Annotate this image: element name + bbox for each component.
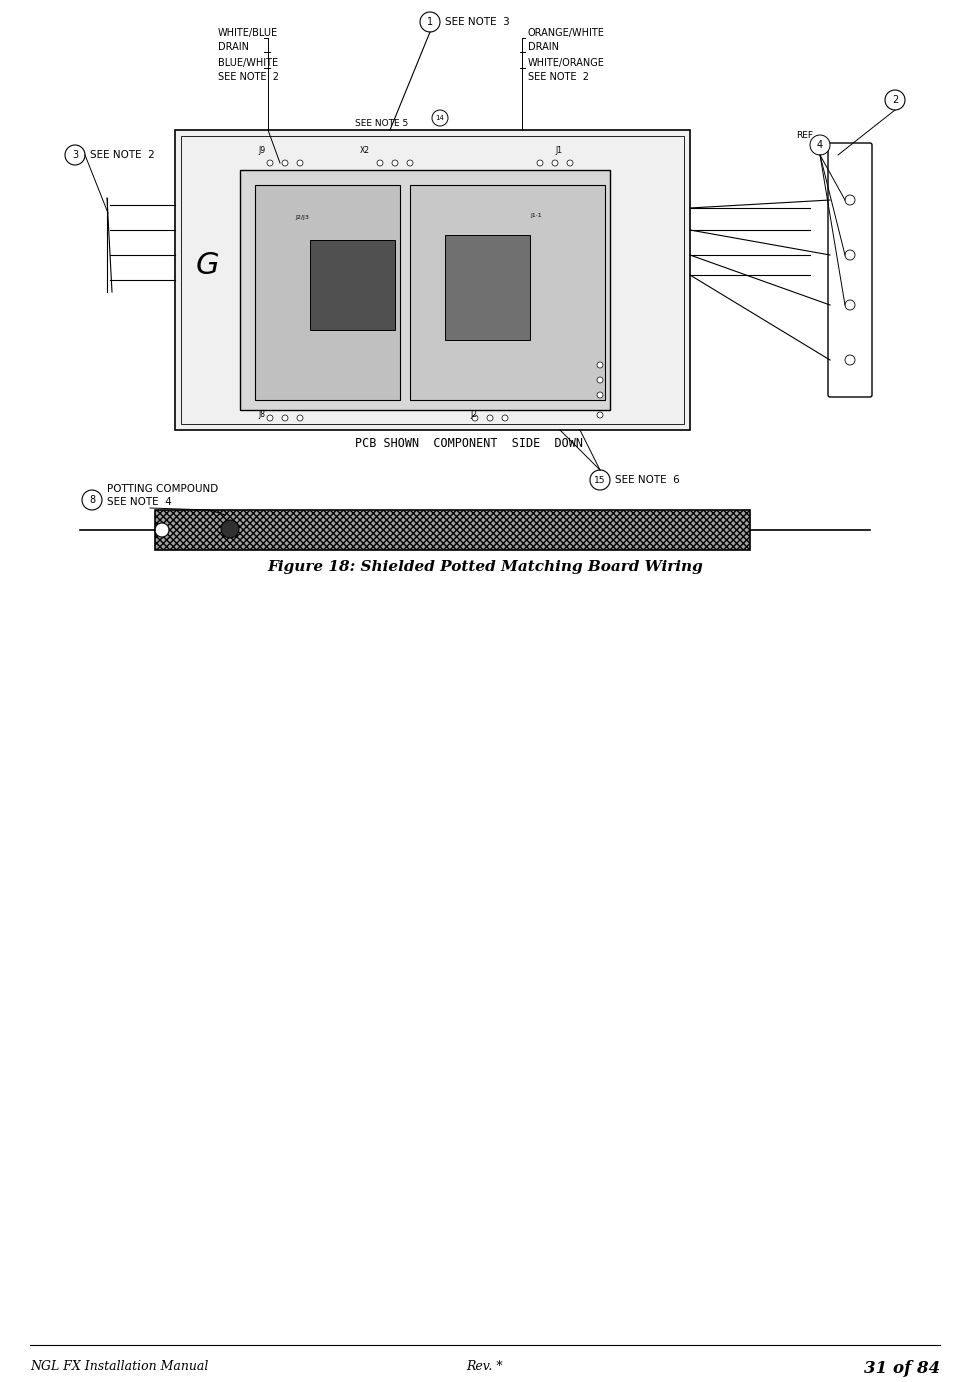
Circle shape [589,470,610,491]
Bar [174,130,689,430]
Text: BLUE/WHITE: BLUE/WHITE [218,58,278,68]
Text: 15: 15 [594,475,605,485]
Text: Rev. *: Rev. * [466,1360,503,1372]
Text: X2: X2 [359,146,369,155]
Circle shape [297,160,302,166]
Text: 8: 8 [89,495,95,504]
Circle shape [377,160,383,166]
Text: POTTING COMPOUND: POTTING COMPOUND [107,484,218,493]
Circle shape [266,160,272,166]
Circle shape [282,415,288,422]
Text: J2: J2 [470,410,477,419]
Bar [239,170,610,410]
Circle shape [884,90,904,111]
Bar [410,185,605,399]
Circle shape [844,250,854,260]
Circle shape [472,415,478,422]
Text: Figure 18: Shielded Potted Matching Board Wiring: Figure 18: Shielded Potted Matching Boar… [266,560,703,574]
Text: J9: J9 [258,146,265,155]
Text: 2: 2 [891,95,897,105]
Text: 14: 14 [435,115,444,122]
Circle shape [596,412,603,417]
Text: WHITE/ORANGE: WHITE/ORANGE [527,58,605,68]
Text: PCB SHOWN  COMPONENT  SIDE  DOWN: PCB SHOWN COMPONENT SIDE DOWN [355,437,582,451]
Circle shape [266,415,272,422]
Text: DRAIN: DRAIN [218,41,249,53]
Circle shape [431,111,448,126]
Circle shape [297,415,302,422]
FancyBboxPatch shape [828,142,871,397]
Text: 1: 1 [426,17,432,28]
Text: WHITE/BLUE: WHITE/BLUE [218,28,278,37]
Bar [181,135,683,424]
Text: SEE NOTE  2: SEE NOTE 2 [90,151,155,160]
Text: 3: 3 [72,151,78,160]
Circle shape [596,392,603,398]
Circle shape [809,135,829,155]
Circle shape [844,195,854,205]
Text: SEE NOTE  2: SEE NOTE 2 [218,72,279,82]
Circle shape [567,160,573,166]
Text: 4: 4 [816,140,823,151]
Text: 31 of 84: 31 of 84 [862,1360,939,1376]
Circle shape [65,145,85,164]
Bar [445,235,529,340]
Circle shape [537,160,543,166]
Text: SEE NOTE  6: SEE NOTE 6 [614,475,679,485]
Circle shape [407,160,413,166]
Circle shape [155,522,169,538]
Text: J1: J1 [554,146,561,155]
Text: $\mathit{G}$: $\mathit{G}$ [195,250,219,279]
Circle shape [844,300,854,310]
Bar [255,185,399,399]
Text: NGL FX Installation Manual: NGL FX Installation Manual [30,1360,208,1372]
Circle shape [551,160,557,166]
Text: ORANGE/WHITE: ORANGE/WHITE [527,28,605,37]
Text: REF: REF [796,131,812,140]
Circle shape [391,160,397,166]
Circle shape [596,362,603,368]
Text: J8: J8 [258,410,265,419]
Text: J2/J3: J2/J3 [295,216,308,220]
Bar [155,510,749,550]
Circle shape [596,377,603,383]
Circle shape [221,520,238,538]
Text: DRAIN: DRAIN [527,41,558,53]
Circle shape [844,355,854,365]
Circle shape [420,12,440,32]
Circle shape [502,415,508,422]
Text: SEE NOTE 5: SEE NOTE 5 [355,119,408,129]
Text: SEE NOTE  3: SEE NOTE 3 [445,17,510,28]
Text: J1·1: J1·1 [529,213,541,218]
Circle shape [82,491,102,510]
Text: SEE NOTE  2: SEE NOTE 2 [527,72,588,82]
Circle shape [486,415,492,422]
Bar [310,240,394,330]
Circle shape [282,160,288,166]
Text: SEE NOTE  4: SEE NOTE 4 [107,498,172,507]
